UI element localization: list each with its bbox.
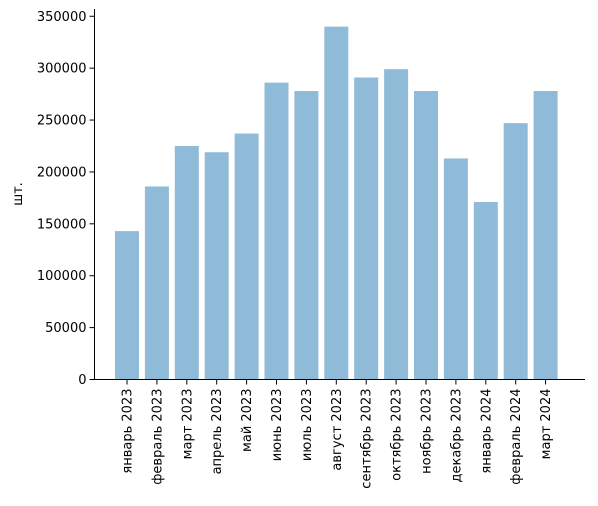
- x-tick-label: март 2024: [539, 389, 554, 460]
- bar: [144, 186, 169, 380]
- x-tick-label: апрель 2023: [210, 389, 225, 475]
- x-tick-label: декабрь 2023: [449, 389, 464, 483]
- x-tick-label: май 2023: [240, 389, 255, 452]
- y-tick-label: 250000: [37, 114, 87, 129]
- bar: [384, 69, 409, 380]
- bar: [533, 90, 558, 380]
- bars-group: [115, 26, 558, 380]
- bar: [324, 26, 349, 380]
- y-axis-label: шт.: [11, 182, 26, 206]
- x-tick-label: сентябрь 2023: [360, 389, 375, 489]
- y-axis-ticks: 0 50000 100000 150000 200000 250000 300000 3500…: [37, 10, 95, 388]
- x-tick-label: август 2023: [330, 389, 345, 471]
- bar: [294, 90, 319, 380]
- y-tick-label: 150000: [37, 217, 87, 232]
- x-tick-label: январь 2024: [479, 389, 494, 474]
- bar: [354, 77, 379, 380]
- bar: [503, 123, 528, 380]
- bar: [174, 145, 199, 380]
- y-tick-label: 100000: [37, 269, 87, 284]
- x-tick-label: ноябрь 2023: [420, 389, 435, 474]
- bar: [414, 90, 438, 380]
- bar: [473, 202, 498, 380]
- x-tick-label: февраль 2024: [509, 389, 524, 485]
- y-tick-label: 0: [78, 373, 86, 388]
- x-axis-ticks: январь 2023 февраль 2023 март 2023 апрель 2…: [121, 379, 554, 489]
- bar: [204, 152, 229, 380]
- x-tick-label: июль 2023: [300, 389, 315, 462]
- bar: [115, 231, 139, 380]
- bar: [264, 82, 289, 380]
- x-tick-label: март 2023: [180, 389, 195, 460]
- x-tick-label: январь 2023: [121, 389, 136, 474]
- y-tick-label: 50000: [45, 321, 86, 336]
- y-tick-label: 200000: [37, 165, 87, 180]
- y-tick-label: 350000: [37, 10, 87, 25]
- x-tick-label: октябрь 2023: [390, 389, 405, 481]
- y-tick-label: 300000: [37, 62, 87, 77]
- bar: [234, 133, 259, 380]
- bar: [443, 158, 468, 380]
- x-tick-label: февраль 2023: [150, 389, 165, 485]
- x-tick-label: июнь 2023: [270, 389, 285, 462]
